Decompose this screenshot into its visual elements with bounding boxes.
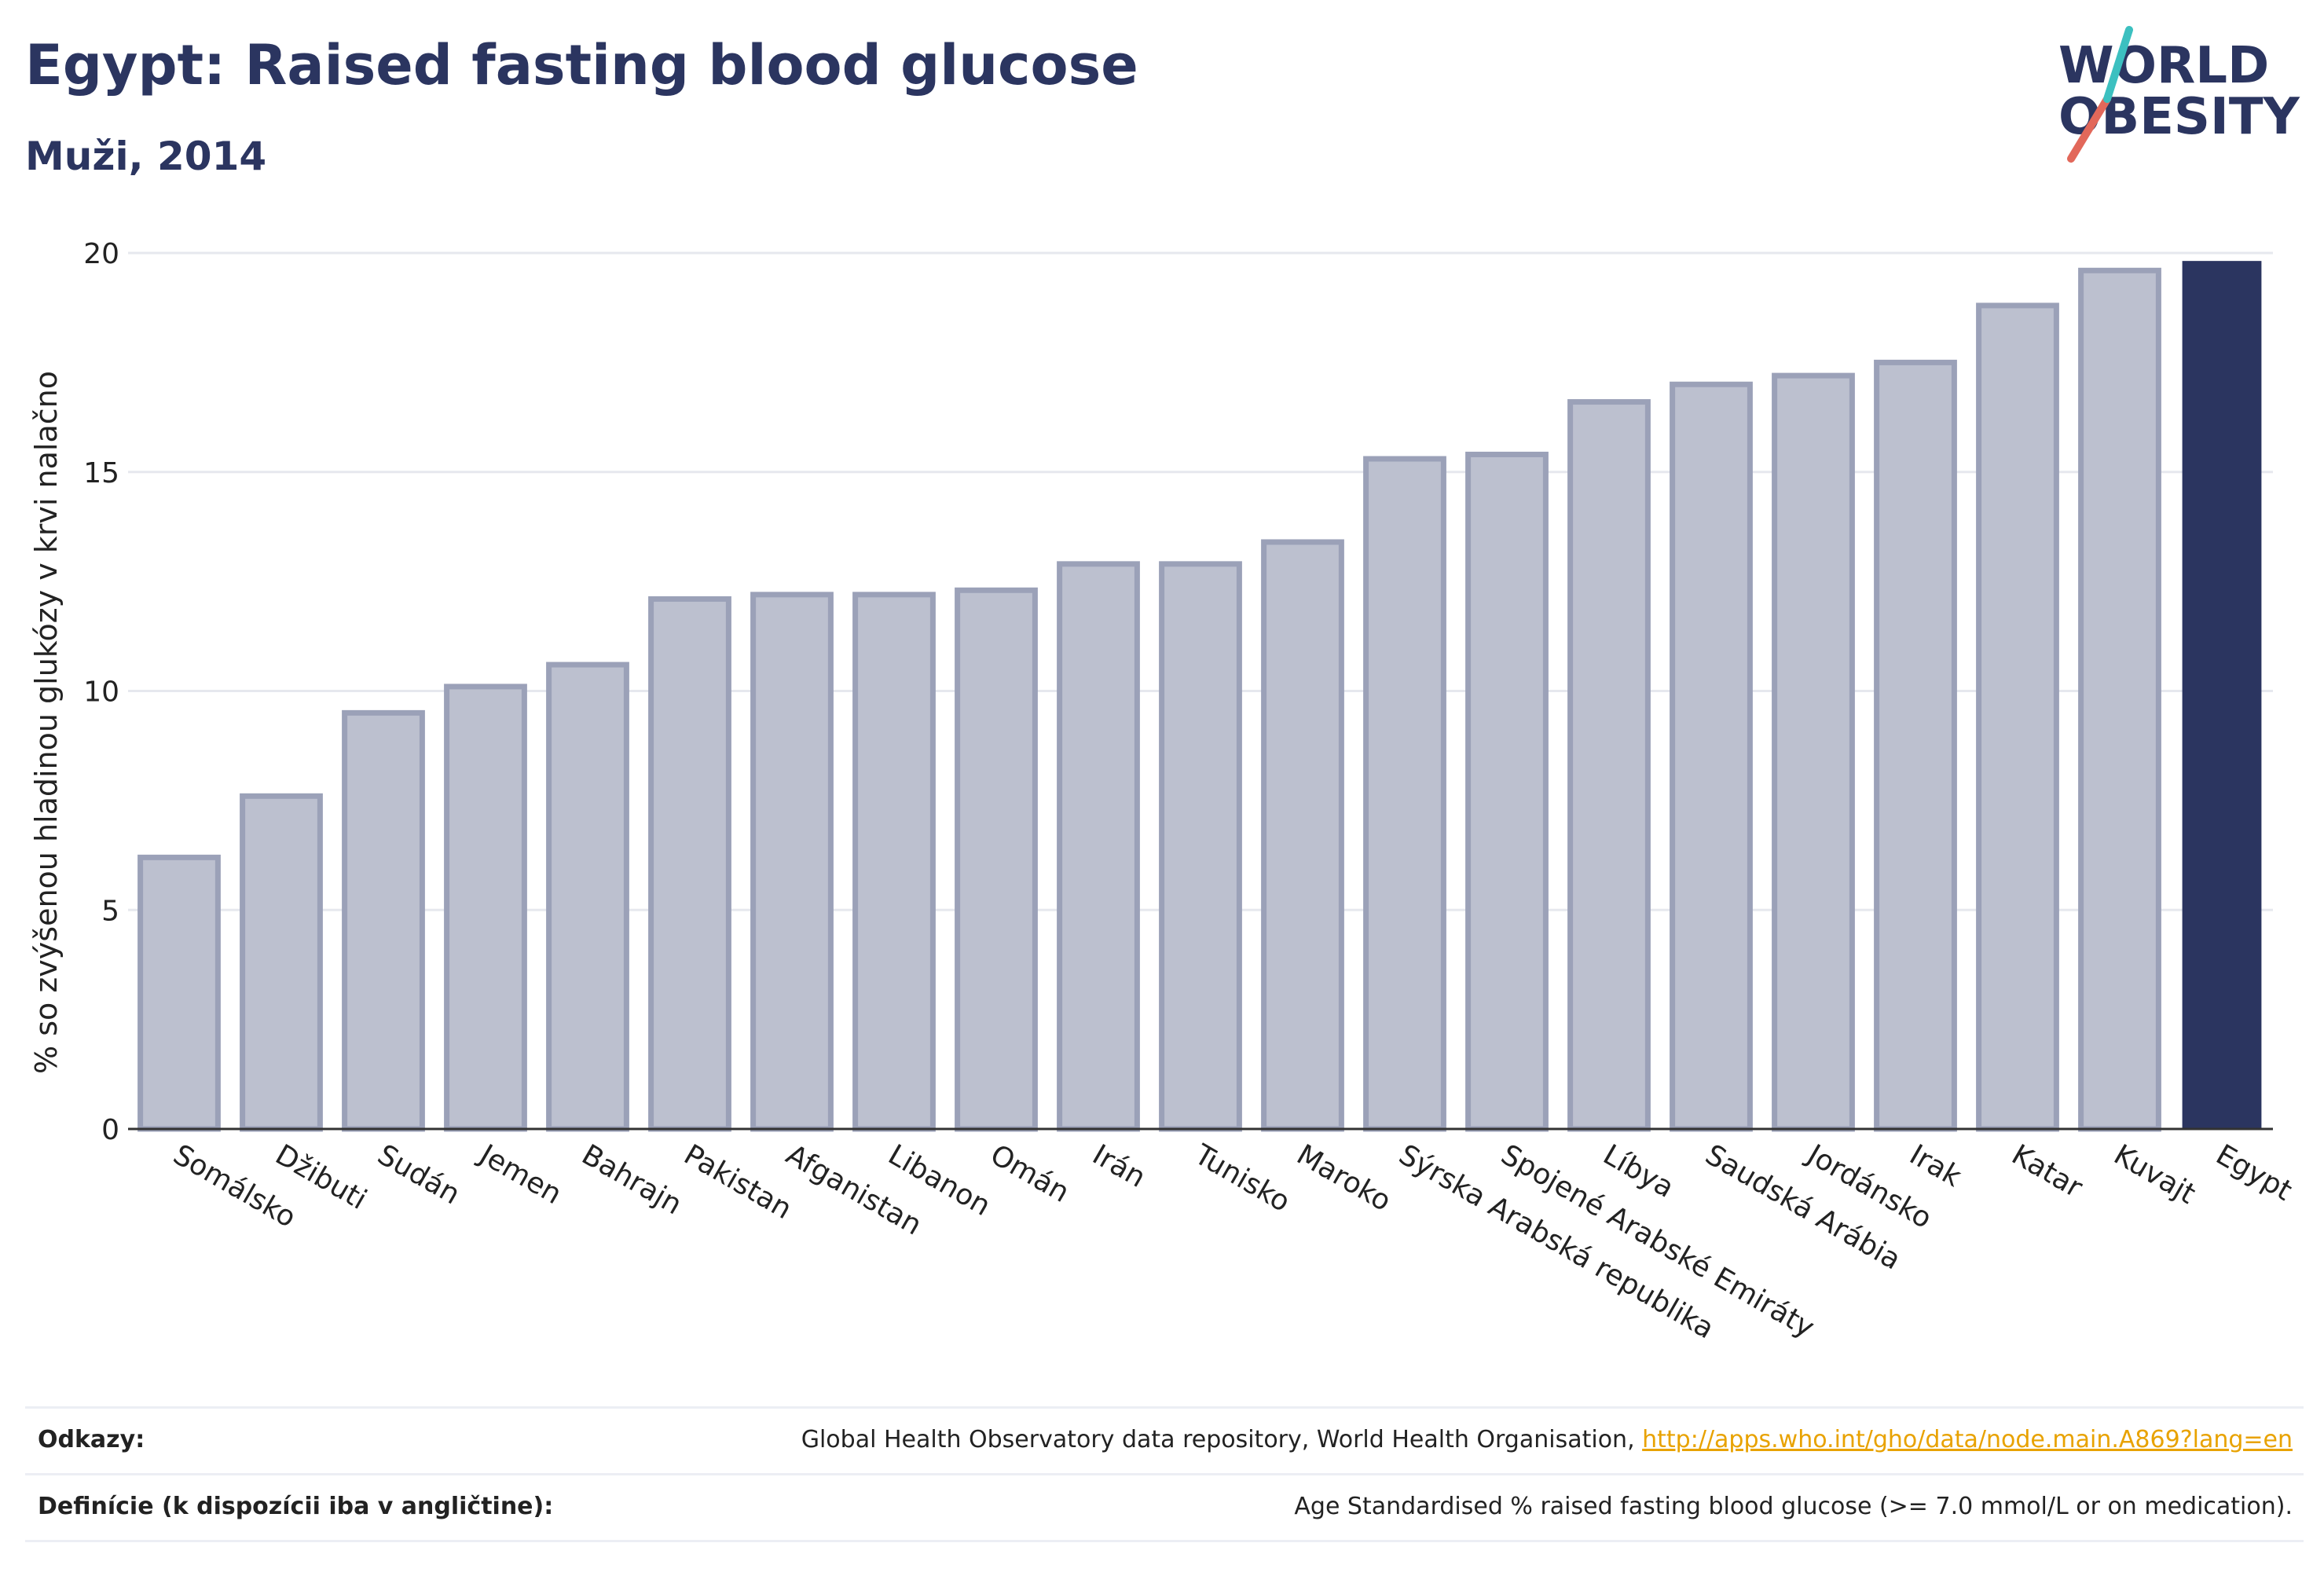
footer-definitions-row: Definície (k dispozícii iba v angličtine… xyxy=(25,1473,2304,1542)
logo-text-world: WORLD xyxy=(2058,37,2269,95)
bar-sudán xyxy=(342,709,425,1132)
x-tick-label: Maroko xyxy=(1292,1138,1397,1218)
x-tick-label: Irán xyxy=(1087,1138,1151,1194)
bar-líbya xyxy=(1567,399,1651,1132)
x-tick-label: Jemen xyxy=(473,1138,567,1211)
bar-jemen xyxy=(444,684,527,1132)
bar-bahrajn xyxy=(546,662,629,1132)
y-tick-label: 15 xyxy=(83,457,119,489)
bar-maroko xyxy=(1261,539,1344,1132)
x-tick-label: Pakistan xyxy=(679,1138,797,1226)
x-tick-label: Sudán xyxy=(372,1138,466,1211)
y-tick-label: 5 xyxy=(101,895,119,927)
sources-label: Odkazy: xyxy=(38,1426,145,1453)
sources-link[interactable]: http://apps.who.int/gho/data/node.main.A… xyxy=(1642,1426,2293,1453)
x-tick-label: Bahrajn xyxy=(577,1138,687,1221)
bar-libanon xyxy=(852,592,936,1132)
sources-value: Global Health Observatory data repositor… xyxy=(801,1426,2293,1453)
y-tick-label: 0 xyxy=(101,1114,119,1146)
chart-subtitle: Muži, 2014 xyxy=(25,134,267,179)
x-tick-label: Egypt xyxy=(2211,1138,2297,1207)
y-tick-label: 20 xyxy=(83,238,119,270)
logo-slash-teal xyxy=(2103,26,2133,103)
sources-text: Global Health Observatory data repositor… xyxy=(801,1426,1643,1453)
bar-irak xyxy=(1874,359,1957,1132)
bar-afganistan xyxy=(750,592,834,1132)
y-axis-ticks: 0 5 10 15 20 xyxy=(83,238,119,1146)
bar-omán xyxy=(955,587,1038,1132)
bar-tunisko xyxy=(1159,561,1242,1132)
definitions-value: Age Standardised % raised fasting blood … xyxy=(1294,1493,2293,1520)
x-tick-label: Katar xyxy=(2007,1138,2088,1204)
bar-katar xyxy=(1976,302,2059,1132)
bar-kuvajt xyxy=(2078,267,2161,1132)
bar-egypt xyxy=(2182,261,2262,1130)
y-tick-label: 10 xyxy=(83,676,119,709)
y-axis-label: % so zvýšenou hladinou glukózy v krvi na… xyxy=(29,371,64,1074)
x-tick-label: Irak xyxy=(1904,1138,1967,1193)
logo-slash-red xyxy=(2067,95,2111,163)
chart-title: Egypt: Raised fasting blood glucose xyxy=(25,33,1138,97)
bar-somálsko xyxy=(137,854,221,1132)
x-tick-label: Kuvajt xyxy=(2109,1138,2201,1211)
bar-sýrska-arabská-republika xyxy=(1363,456,1446,1132)
bar-jordánsko xyxy=(1772,372,1855,1132)
bar-džibuti xyxy=(240,793,323,1132)
world-obesity-logo: WORLD OBESITY xyxy=(2058,26,2300,163)
bar-spojené-arabské-emiráty xyxy=(1465,451,1549,1132)
x-tick-label: Tunisko xyxy=(1189,1138,1296,1219)
bar-irán xyxy=(1057,561,1140,1132)
definitions-label: Definície (k dispozícii iba v angličtine… xyxy=(38,1493,554,1520)
bars xyxy=(137,261,2262,1132)
bar-pakistan xyxy=(648,596,731,1132)
footer-sources-row: Odkazy: Global Health Observatory data r… xyxy=(25,1406,2304,1473)
bar-saudská-arábia xyxy=(1670,381,1753,1132)
x-tick-label: Omán xyxy=(985,1138,1075,1209)
footer: Odkazy: Global Health Observatory data r… xyxy=(25,1406,2304,1542)
